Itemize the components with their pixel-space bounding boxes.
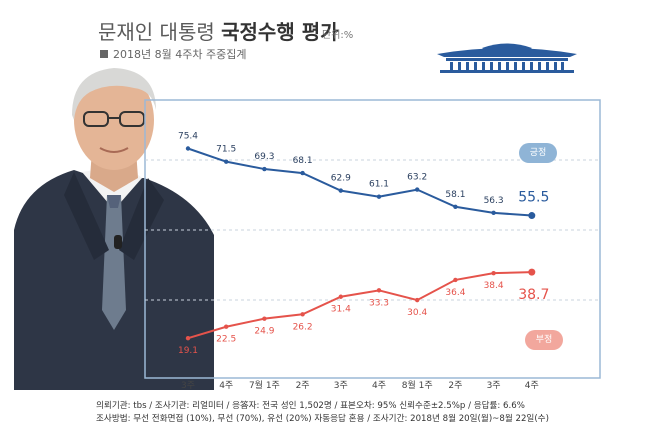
blue-house-icon (437, 43, 577, 73)
survey-footnote: 의뢰기관: tbs / 조사기관: 리얼미터 / 응答자: 전국 성인 1,50… (96, 400, 636, 426)
data-point (224, 324, 229, 329)
data-label: 75.4 (178, 131, 198, 141)
x-tick-label: 8월 1주 (402, 379, 433, 391)
footnote-line-2: 조사방법: 무선 전화면접 (10%), 무선 (70%), 유선 (20%) … (96, 414, 549, 424)
x-tick-label: 7월 1주 (249, 379, 280, 391)
data-label: 61.1 (369, 180, 389, 190)
data-label: 62.9 (331, 174, 351, 184)
data-point (528, 212, 536, 220)
data-point (224, 159, 229, 164)
data-label: 69.3 (254, 152, 274, 162)
data-point (453, 277, 458, 283)
data-point (453, 204, 458, 209)
data-point (185, 146, 191, 151)
data-point (415, 297, 420, 303)
data-label: 55.5 (518, 190, 549, 206)
data-point (262, 166, 267, 172)
data-point (185, 335, 191, 341)
x-tick-label: 4주 (372, 380, 386, 391)
data-point (376, 194, 382, 199)
x-tick-label: 2주 (448, 380, 462, 391)
series-line-positive (187, 147, 532, 217)
data-label: 24.9 (254, 327, 274, 337)
x-tick-label: 2주 (296, 380, 310, 391)
series-line-negative (187, 271, 532, 340)
data-point (338, 294, 343, 299)
data-label: 58.1 (445, 190, 465, 200)
x-tick-label: 3주 (181, 380, 195, 391)
data-label: 22.5 (216, 335, 236, 345)
data-label: 71.5 (216, 145, 236, 155)
data-point (376, 288, 382, 293)
data-point (300, 312, 305, 317)
data-point (491, 210, 496, 216)
data-point (262, 316, 267, 321)
data-label: 33.3 (369, 298, 389, 308)
data-label: 31.4 (331, 305, 351, 315)
data-label: 38.4 (484, 281, 504, 291)
data-point (338, 188, 343, 193)
data-label: 36.4 (445, 288, 465, 298)
legend-negative-pill: 부정 (525, 330, 563, 350)
data-point (528, 268, 536, 276)
data-label: 56.3 (484, 196, 504, 206)
data-point (415, 187, 420, 192)
subtitle: 2018년 8월 4주차 주중집계 (100, 46, 246, 62)
x-tick-label: 4주 (525, 380, 539, 391)
page-title: 문재인 대통령 국정수행 평가 (98, 16, 339, 45)
legend-positive-pill: 긍정 (519, 143, 557, 163)
data-label: 63.2 (407, 173, 427, 183)
x-tick-label: 3주 (487, 380, 501, 391)
unit-label: 단위:% (322, 30, 354, 41)
subtitle-marker (100, 50, 108, 58)
data-label: 19.1 (178, 346, 198, 356)
president-portrait (14, 68, 214, 390)
subtitle-text: 2018년 8월 4주차 주중집계 (113, 48, 247, 61)
data-label: 68.1 (293, 156, 313, 166)
title-emphasis: 국정수행 평가 (221, 20, 339, 44)
data-label: 30.4 (407, 308, 427, 318)
data-point (300, 170, 305, 176)
data-point (491, 270, 496, 276)
x-tick-label: 4주 (219, 380, 233, 391)
footnote-line-1: 의뢰기관: tbs / 조사기관: 리얼미터 / 응答자: 전국 성인 1,50… (96, 401, 525, 411)
x-tick-label: 3주 (334, 380, 348, 391)
data-label: 26.2 (293, 322, 313, 332)
data-label: 38.7 (518, 287, 549, 303)
chart-frame (144, 99, 601, 379)
title-prefix: 문재인 대통령 (98, 20, 222, 44)
